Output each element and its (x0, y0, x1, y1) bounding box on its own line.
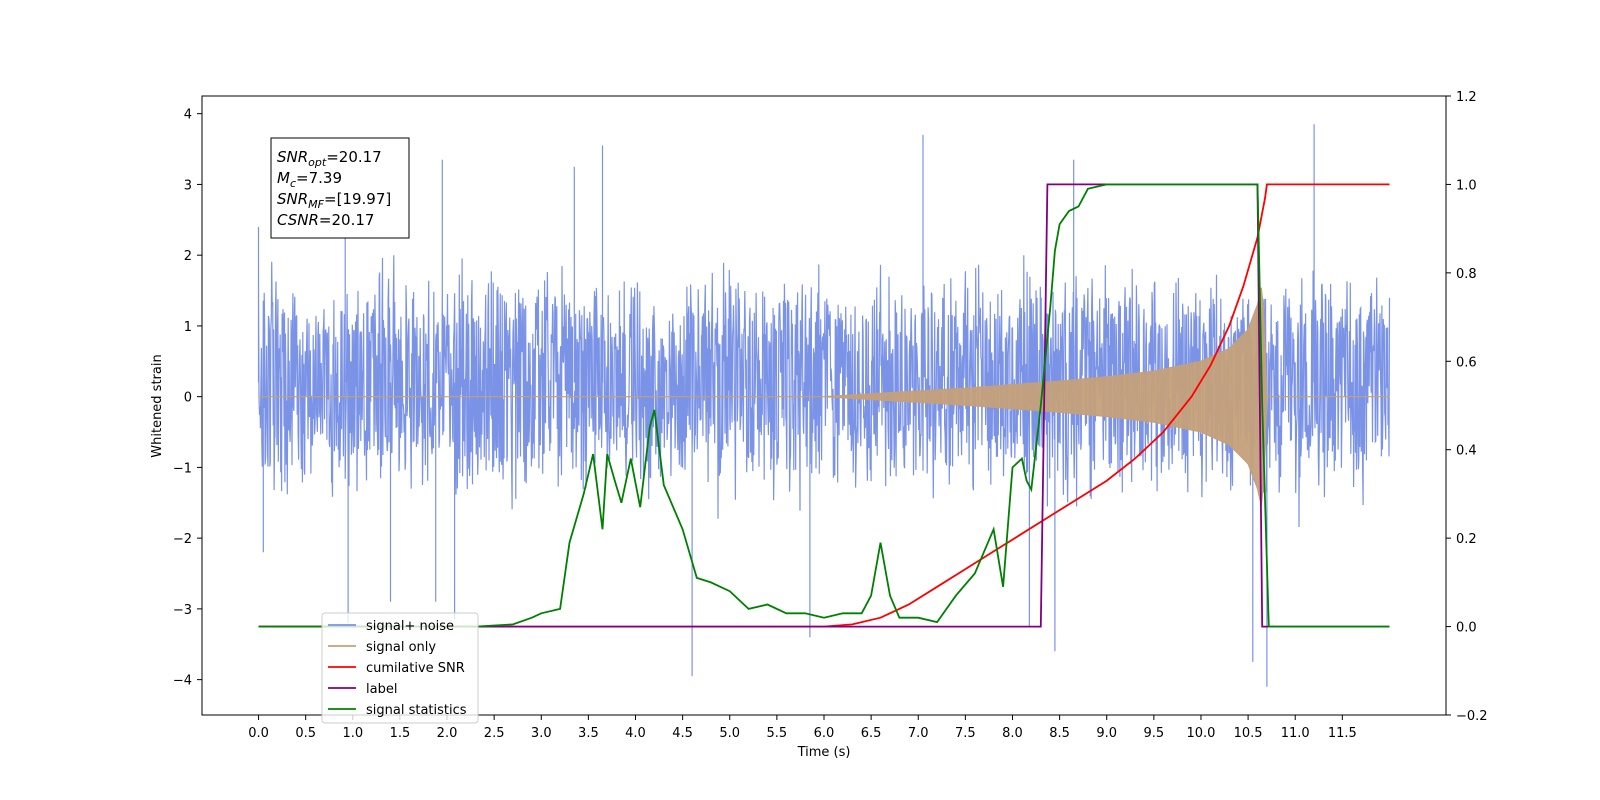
series-signal-statistics (258, 183, 1390, 628)
y2-tick-label: 0.6 (1456, 355, 1477, 370)
y2-tick-label: 1.2 (1456, 90, 1477, 105)
series-layer (257, 124, 1391, 687)
series-signal-only (258, 287, 1390, 506)
x-tick-label: 4.5 (672, 726, 693, 741)
y-tick-label: −1 (173, 461, 192, 476)
legend-label: label (366, 682, 397, 697)
x-tick-label: 6.0 (814, 726, 835, 741)
y-tick-label: 2 (184, 249, 192, 264)
y-axis-left: 4 3 2 1 0 −1 −2 −3 −4 (173, 108, 202, 689)
y-tick-label: 4 (184, 108, 192, 123)
x-tick-label: 10.5 (1234, 726, 1263, 741)
x-axis-title: Time (s) (797, 745, 851, 760)
annotation-line: SNRMF=[19.97] (277, 190, 391, 211)
x-tick-label: 0.5 (295, 726, 316, 741)
x-tick-label: 2.5 (484, 726, 505, 741)
y2-tick-label: 0.8 (1456, 267, 1477, 282)
x-tick-label: 5.0 (719, 726, 740, 741)
x-tick-label: 11.0 (1281, 726, 1310, 741)
x-tick-label: 1.5 (390, 726, 411, 741)
x-tick-label: 3.0 (531, 726, 552, 741)
y2-tick-label: 0.2 (1456, 532, 1477, 547)
y-tick-label: −3 (173, 603, 192, 618)
x-tick-label: 6.5 (861, 726, 882, 741)
x-tick-label: 2.0 (437, 726, 458, 741)
y-tick-label: 0 (184, 391, 192, 406)
annotation-frame (270, 137, 410, 239)
y-tick-label: 1 (184, 320, 192, 335)
y-tick-label: −4 (173, 674, 192, 689)
x-tick-label: 8.5 (1049, 726, 1070, 741)
y-tick-label: −2 (173, 532, 192, 547)
legend-label: cumilative SNR (366, 661, 465, 676)
annotation-symbol: SNR (277, 148, 308, 166)
x-tick-label: 0.0 (248, 726, 269, 741)
annotation-symbol: M (277, 169, 290, 187)
x-tick-label: 8.0 (1002, 726, 1023, 741)
annotation-symbol: SNR (277, 190, 308, 208)
x-tick-label: 9.0 (1096, 726, 1117, 741)
annotation-line: SNRopt=20.17 (277, 148, 382, 169)
annotation-line: Mc=7.39 (277, 169, 342, 190)
x-tick-label: 4.0 (625, 726, 646, 741)
x-tick-label: 1.0 (342, 726, 363, 741)
x-tick-label: 3.5 (578, 726, 599, 741)
annotation-line: CSNR=20.17 (277, 211, 374, 229)
series-cumilative-snr (258, 183, 1390, 628)
series-signal-noise (257, 124, 1391, 687)
x-tick-label: 7.0 (908, 726, 929, 741)
annotation-subscript: MF (308, 198, 324, 211)
annotation-value: =[19.97] (324, 190, 391, 208)
annotation-subscript: c (290, 177, 296, 190)
y2-tick-label: 1.0 (1456, 178, 1477, 193)
annotation-subscript: opt (308, 156, 327, 169)
x-tick-label: 7.5 (955, 726, 976, 741)
x-tick-label: 10.0 (1186, 726, 1215, 741)
legend: signal+ noise signal only cumilative SNR la… (321, 612, 479, 724)
y-axis-right: 1.2 1.0 0.8 0.6 0.4 0.2 0.0 −0.2 (1446, 90, 1488, 724)
annotation-value: =20.17 (326, 148, 382, 166)
annotation-box: SNRopt=20.17Mc=7.39SNRMF=[19.97]CSNR=20.… (270, 137, 410, 239)
x-tick-label: 5.5 (767, 726, 788, 741)
annotation-symbol: CSNR (277, 211, 319, 229)
annotation-value: =7.39 (296, 169, 342, 187)
annotation-value: =20.17 (319, 211, 375, 229)
legend-frame (321, 612, 479, 724)
x-tick-label: 11.5 (1328, 726, 1357, 741)
y-tick-label: 3 (184, 178, 192, 193)
y2-tick-label: −0.2 (1456, 709, 1488, 724)
legend-label: signal statistics (366, 703, 467, 718)
y2-tick-label: 0.0 (1456, 621, 1477, 636)
y2-tick-label: 0.4 (1456, 444, 1477, 459)
x-axis: 0.0 0.5 1.0 1.5 2.0 2.5 3.0 3.5 4.0 4.5 5.0 5.5 6.0 6… (248, 715, 1357, 741)
x-tick-label: 9.5 (1144, 726, 1165, 741)
legend-label: signal only (366, 640, 436, 655)
legend-label: signal+ noise (366, 619, 454, 634)
y-axis-title: Whitened strain (150, 354, 165, 457)
